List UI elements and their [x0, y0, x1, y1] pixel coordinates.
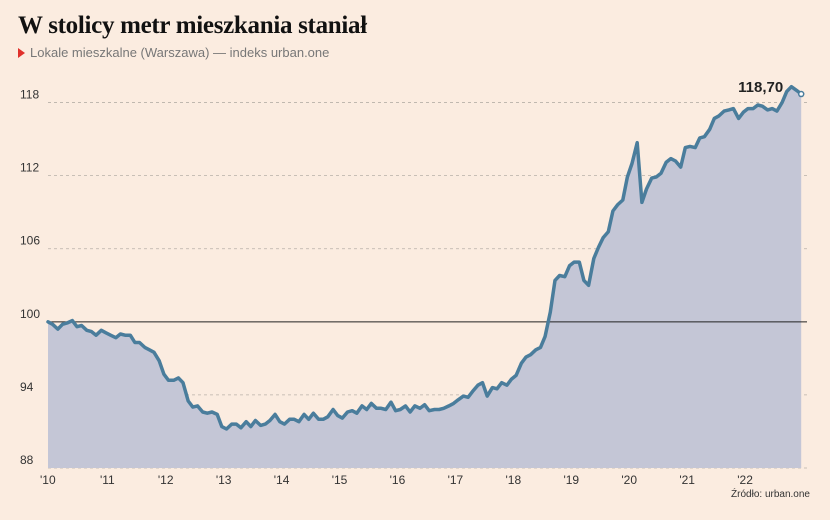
y-tick-label: 100: [20, 307, 40, 321]
area-fill: [48, 86, 802, 468]
x-tick-label: '13: [216, 473, 232, 487]
x-tick-label: '15: [332, 473, 348, 487]
x-tick-label: '11: [100, 473, 115, 487]
chart-subtitle: Lokale mieszkalne (Warszawa) — indeks ur…: [18, 45, 329, 60]
x-axis-ticks: '10 '11 '12 '13 '14 '15 '16 '17 '18 '19 '20 '21 '22: [40, 473, 753, 487]
y-tick-label: 106: [20, 234, 40, 248]
y-tick-label: 88: [20, 453, 34, 467]
y-tick-label: 112: [20, 161, 39, 175]
x-tick-label: '16: [390, 473, 406, 487]
source-note: Źródło: urban.one: [731, 489, 810, 500]
triangle-marker-icon: [18, 48, 25, 58]
x-tick-label: '18: [506, 473, 522, 487]
x-tick-label: '14: [274, 473, 290, 487]
x-tick-label: '12: [158, 473, 174, 487]
y-axis-ticks: 88 94 100 106 112 118: [20, 88, 40, 467]
y-tick-label: 118: [20, 88, 39, 102]
x-tick-label: '20: [621, 473, 637, 487]
last-value-label: 118,70: [738, 79, 783, 96]
x-tick-label: '22: [737, 473, 753, 487]
chart-subtitle-text: Lokale mieszkalne (Warszawa) — indeks ur…: [30, 45, 330, 60]
x-tick-label: '17: [448, 473, 464, 487]
x-tick-label: '10: [40, 473, 56, 487]
last-data-point: [797, 90, 805, 98]
x-tick-label: '19: [563, 473, 579, 487]
y-tick-label: 94: [20, 380, 34, 394]
x-tick-label: '21: [679, 473, 695, 487]
series-line: [46, 84, 803, 431]
chart-title: W stolicy metr mieszkania staniał: [18, 12, 367, 39]
